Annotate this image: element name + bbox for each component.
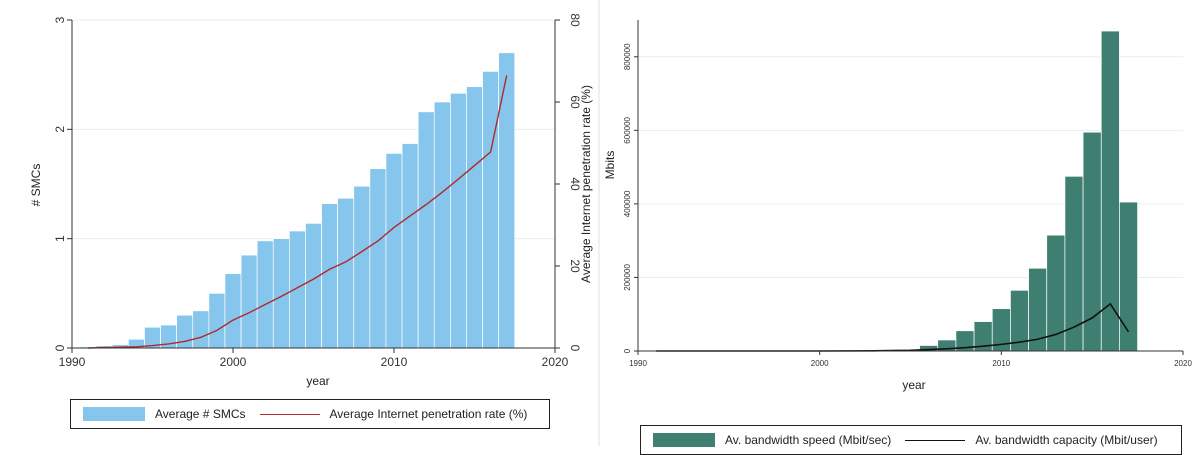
xtick-label-2000: 2000: [811, 359, 829, 368]
bar-smcs-1999: [208, 292, 226, 349]
bar-smcs-2002: [256, 240, 274, 349]
line-penetration: [88, 75, 508, 349]
bar-smcs-2005: [305, 223, 322, 349]
ytick-label-left-1: 1: [53, 235, 67, 242]
legend-swatch-speed: [653, 433, 715, 447]
chart-left-svg: 0 1 2 3 0 20 40 60 80 1990 2000 2010 2020 year # SMCs A…: [29, 13, 593, 388]
ytick-label-200000: 200000: [623, 264, 632, 291]
bar-speed-2017: [1119, 201, 1138, 352]
bar-smcs-2006: [321, 203, 338, 349]
legend-label-smcs: Average # SMCs: [155, 407, 246, 421]
bar-smcs-2007: [337, 197, 355, 349]
y-axis-title-left: # SMCs: [29, 164, 43, 207]
bar-smcs-2008: [353, 185, 371, 349]
ytick-label-800000: 800000: [623, 43, 632, 70]
y2-axis-title-left: Average Internet penetration rate (%): [579, 85, 593, 283]
ytick-label-right-60: 60: [568, 95, 582, 109]
ytick-label-left-2: 2: [53, 126, 67, 133]
bar-smcs-2017: [498, 52, 516, 349]
legend-left: Average # SMCs Average Internet penetrat…: [70, 399, 550, 429]
ytick-label-600000: 600000: [623, 116, 632, 143]
panel-separator: [598, 0, 600, 446]
chart-left-panel: 0 1 2 3 0 20 40 60 80 1990 2000 2010 2020 year # SMCs A…: [0, 0, 598, 446]
x-axis-title-left: year: [306, 374, 329, 388]
legend-label-capacity: Av. bandwidth capacity (Mbit/user): [975, 433, 1158, 447]
bar-smcs-2013: [433, 101, 451, 349]
legend-label-penetration: Average Internet penetration rate (%): [329, 407, 528, 421]
bar-smcs-2016: [482, 71, 499, 349]
legend-swatch-smcs: [83, 407, 145, 421]
bar-smcs-2001: [240, 254, 258, 349]
legend-label-speed: Av. bandwidth speed (Mbit/sec): [725, 433, 892, 447]
y-axis-title-right: Mbits: [603, 151, 617, 180]
x-axis-title-right: year: [902, 378, 925, 392]
legend-line-capacity: [905, 439, 966, 441]
chart-right-panel: 0 200000 400000 600000 800000 1990 2000 2010 202…: [600, 0, 1203, 455]
ytick-label-left-3: 3: [53, 16, 67, 23]
bar-speed-2014: [1064, 175, 1084, 352]
xtick-label-2020: 2020: [1174, 359, 1192, 368]
bar-smcs-2014: [450, 92, 467, 349]
bar-smcs-2010: [385, 153, 403, 349]
bar-smcs-2012: [417, 111, 435, 349]
bar-smcs-2011: [401, 143, 419, 349]
ytick-label-0: 0: [623, 348, 632, 353]
xtick-label-1990: 1990: [629, 359, 647, 368]
chart-right-svg: 0 200000 400000 600000 800000 1990 2000 2010 202…: [603, 20, 1192, 392]
ytick-label-right-0: 0: [568, 345, 582, 352]
xtick-label-2000: 2000: [220, 355, 247, 369]
bar-smcs-2004: [289, 230, 306, 349]
legend-line-penetration: [259, 413, 320, 415]
ytick-label-right-20: 20: [568, 259, 582, 273]
bar-smcs-2000: [224, 273, 242, 349]
xtick-label-2010: 2010: [381, 355, 408, 369]
ytick-label-right-80: 80: [568, 13, 582, 27]
ytick-label-400000: 400000: [623, 190, 632, 217]
legend-right: Av. bandwidth speed (Mbit/sec) Av. bandw…: [640, 425, 1182, 455]
bar-smcs-2015: [466, 86, 483, 349]
bar-smcs-2009: [369, 168, 387, 349]
xtick-label-2020: 2020: [542, 355, 569, 369]
bar-smcs-1998: [192, 310, 210, 349]
xtick-label-1990: 1990: [59, 355, 86, 369]
bar-smcs-1997: [176, 314, 194, 349]
ytick-label-left-0: 0: [53, 344, 67, 351]
ytick-label-right-40: 40: [568, 177, 582, 191]
xtick-label-2010: 2010: [992, 359, 1010, 368]
